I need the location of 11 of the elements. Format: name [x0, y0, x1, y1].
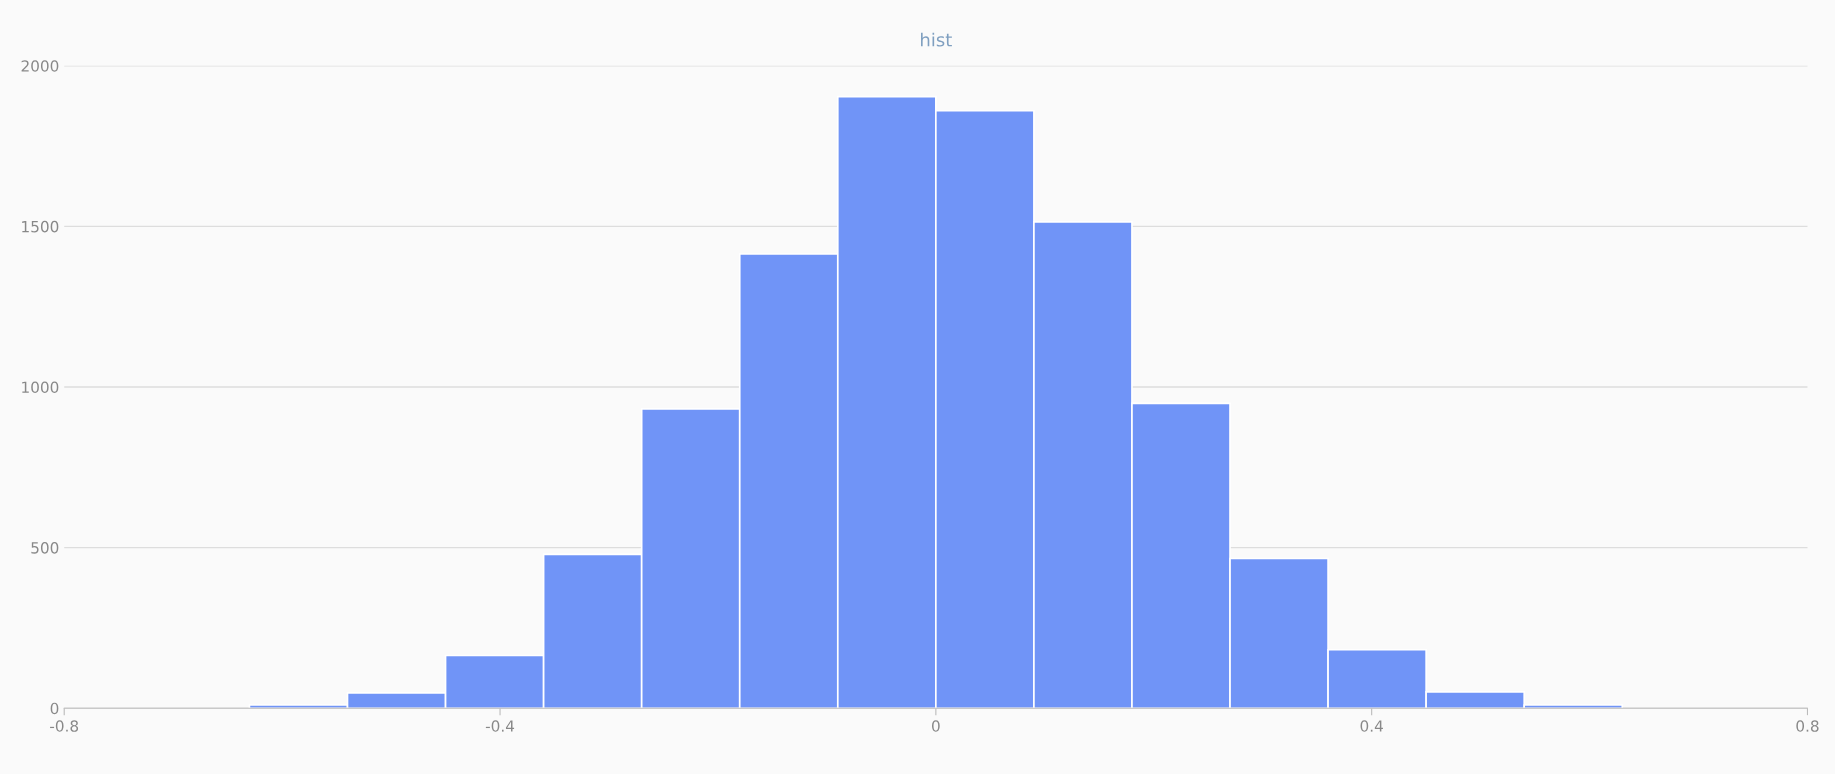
x-tick-label: 0.8 [1796, 720, 1819, 732]
y-tick-label: 500 [31, 542, 59, 554]
y-tick-label: 0 [50, 702, 59, 715]
x-tick-label: 0 [932, 720, 940, 732]
chart-title: hist [921, 32, 952, 47]
x-tick-label: -0.8 [50, 720, 79, 732]
y-tick-label: 1000 [22, 381, 59, 394]
y-tick-label: 2000 [21, 60, 59, 72]
x-tick-label: 0.4 [1360, 720, 1383, 732]
x-tick-label: -0.4 [485, 720, 515, 732]
y-tick-label: 1500 [22, 220, 59, 233]
